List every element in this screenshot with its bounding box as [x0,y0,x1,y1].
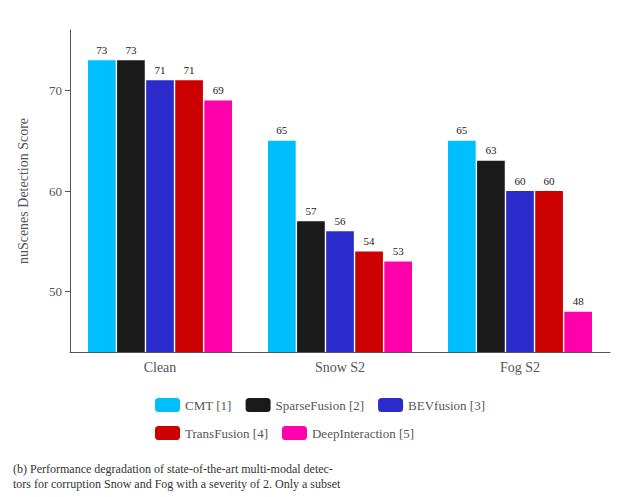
svg-text:65: 65 [456,124,468,136]
svg-text:50: 50 [49,284,62,299]
svg-text:57: 57 [305,205,317,217]
svg-text:48: 48 [573,295,585,307]
svg-text:60: 60 [515,175,527,187]
svg-text:60: 60 [544,175,556,187]
svg-text:Fog S2: Fog S2 [500,360,540,375]
svg-text:Clean: Clean [144,360,177,375]
svg-text:54: 54 [364,235,376,247]
svg-text:73: 73 [125,44,137,56]
svg-text:71: 71 [184,64,195,76]
svg-text:65: 65 [276,124,288,136]
svg-text:Snow S2: Snow S2 [315,360,365,375]
svg-text:56: 56 [335,215,347,227]
svg-text:71: 71 [155,64,166,76]
svg-text:63: 63 [485,144,497,156]
svg-text:(b) Performance degradation of: (b) Performance degradation of state-of-… [13,462,333,476]
svg-text:69: 69 [213,84,225,96]
svg-text:73: 73 [96,44,108,56]
svg-text:nuScenes Detection Score: nuScenes Detection Score [16,118,31,264]
svg-text:tors for corruption Snow and F: tors for corruption Snow and Fog with a … [13,477,341,491]
svg-text:DeepInteraction [5]: DeepInteraction [5] [312,426,414,441]
svg-text:53: 53 [393,245,405,257]
svg-text:60: 60 [49,184,62,199]
svg-text:TransFusion [4]: TransFusion [4] [185,426,268,441]
svg-text:BEVfusion [3]: BEVfusion [3] [408,398,485,413]
svg-text:70: 70 [49,83,62,98]
svg-text:SparseFusion [2]: SparseFusion [2] [276,398,364,413]
svg-text:CMT [1]: CMT [1] [185,398,231,413]
